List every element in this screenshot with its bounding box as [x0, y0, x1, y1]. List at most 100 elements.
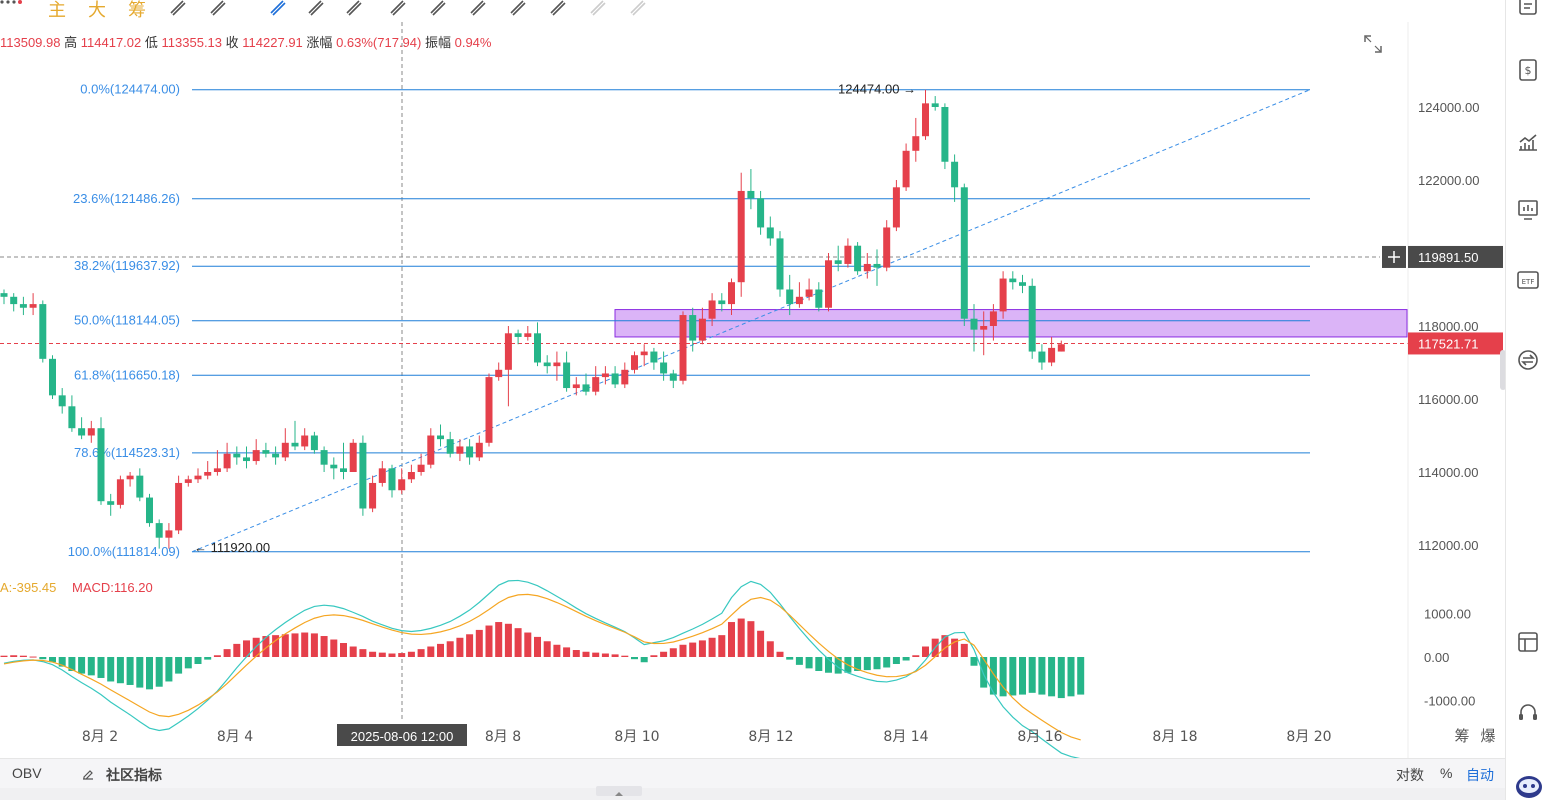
candle[interactable] — [757, 190, 765, 235]
candle[interactable] — [883, 220, 891, 272]
sidebar-toggle-handle[interactable] — [1500, 350, 1506, 390]
candle[interactable] — [49, 355, 56, 399]
candle[interactable] — [301, 428, 309, 451]
candle[interactable] — [87, 420, 95, 443]
candle[interactable] — [10, 293, 18, 312]
trash-icon[interactable] — [548, 0, 568, 18]
note-icon[interactable] — [388, 0, 408, 18]
edit-icon[interactable] — [82, 768, 94, 780]
candle[interactable] — [543, 355, 551, 374]
dollar-doc-icon[interactable]: $ — [1516, 58, 1540, 82]
candle[interactable] — [504, 326, 512, 407]
candle[interactable] — [262, 442, 270, 458]
candle[interactable] — [126, 472, 134, 487]
candle[interactable] — [78, 417, 86, 440]
candle[interactable] — [621, 362, 629, 389]
candle[interactable] — [165, 523, 173, 549]
candle[interactable] — [107, 493, 115, 516]
percent-scale-toggle[interactable]: % — [1440, 765, 1453, 781]
candle[interactable] — [999, 271, 1007, 319]
candle[interactable] — [815, 282, 823, 312]
candle[interactable] — [553, 351, 561, 381]
candle[interactable] — [844, 238, 852, 268]
candle[interactable] — [175, 475, 183, 535]
candle[interactable] — [747, 169, 755, 210]
candle[interactable] — [572, 377, 580, 396]
candle[interactable] — [669, 369, 677, 389]
candle[interactable] — [495, 362, 503, 381]
candle[interactable] — [340, 442, 347, 480]
magnet-icon[interactable] — [468, 0, 488, 18]
candle[interactable] — [68, 395, 76, 432]
candle[interactable] — [252, 439, 260, 465]
candle[interactable] — [233, 446, 241, 465]
candle[interactable] — [640, 344, 648, 367]
candle[interactable] — [378, 461, 386, 487]
candle[interactable] — [417, 453, 425, 476]
candle[interactable] — [689, 307, 697, 352]
candle[interactable] — [466, 439, 474, 465]
trend-chart-icon[interactable] — [1516, 130, 1540, 154]
candle[interactable] — [146, 493, 153, 527]
candle[interactable] — [737, 172, 745, 297]
candle[interactable] — [776, 231, 784, 297]
price-chart[interactable]: 0.0%(124474.00) 23.6%(121486.26) 38.2%(119… — [0, 22, 1505, 758]
candle[interactable] — [912, 117, 920, 162]
candle[interactable] — [1057, 340, 1065, 352]
candle[interactable] — [989, 304, 997, 341]
candle[interactable] — [407, 464, 415, 483]
layout-icon[interactable] — [1516, 630, 1540, 654]
candle[interactable] — [213, 450, 221, 476]
candle[interactable] — [941, 103, 949, 170]
candle[interactable] — [960, 183, 968, 326]
candle[interactable] — [766, 216, 774, 246]
candle[interactable] — [922, 89, 929, 140]
candle[interactable] — [272, 446, 280, 465]
candle[interactable] — [854, 242, 862, 275]
candle[interactable] — [795, 282, 803, 308]
candle[interactable] — [485, 373, 493, 447]
candle[interactable] — [1019, 274, 1026, 294]
candle[interactable] — [902, 143, 910, 191]
assistant-avatar-icon[interactable] — [1514, 770, 1544, 800]
axis-tool-label[interactable]: 筹 — [1454, 727, 1469, 745]
candle[interactable] — [863, 253, 871, 279]
main-force-button[interactable]: 主 — [48, 0, 66, 21]
candle[interactable] — [136, 468, 144, 502]
candle[interactable] — [475, 435, 483, 462]
candle[interactable] — [592, 366, 600, 396]
candle[interactable] — [825, 253, 832, 312]
candle[interactable] — [611, 366, 619, 389]
auto-scale-toggle[interactable]: 自动 — [1466, 767, 1494, 783]
candle[interactable] — [310, 431, 318, 454]
candle[interactable] — [155, 519, 163, 549]
fib-trend-line[interactable] — [191, 89, 1311, 553]
candle[interactable] — [805, 278, 813, 301]
fullscreen-icon[interactable] — [1362, 33, 1384, 55]
candle-icon[interactable] — [344, 0, 364, 18]
candle[interactable] — [728, 278, 735, 316]
candle[interactable] — [330, 457, 338, 480]
ruler-icon[interactable] — [208, 0, 228, 18]
candle[interactable] — [446, 431, 454, 458]
candle[interactable] — [291, 420, 299, 451]
candle[interactable] — [369, 475, 377, 513]
brush-icon[interactable] — [168, 0, 188, 18]
pen-icon[interactable] — [306, 0, 326, 18]
obv-indicator-tab[interactable]: OBV — [12, 765, 42, 781]
candle[interactable] — [650, 347, 658, 370]
candle[interactable] — [873, 249, 881, 286]
candle[interactable] — [388, 464, 396, 498]
candle[interactable] — [243, 446, 250, 469]
candle[interactable] — [660, 351, 668, 381]
candle[interactable] — [834, 245, 842, 272]
candle[interactable] — [39, 300, 47, 363]
candle[interactable] — [29, 293, 37, 316]
monitor-chart-icon[interactable] — [1516, 198, 1540, 222]
community-indicators-button[interactable]: 社区指标 — [106, 767, 162, 783]
candle[interactable] — [698, 307, 706, 345]
undo-icon[interactable] — [588, 0, 608, 18]
chip-button[interactable]: 筹 — [128, 0, 146, 21]
big-order-button[interactable]: 大 — [88, 0, 106, 21]
exchange-icon[interactable] — [1516, 348, 1540, 372]
